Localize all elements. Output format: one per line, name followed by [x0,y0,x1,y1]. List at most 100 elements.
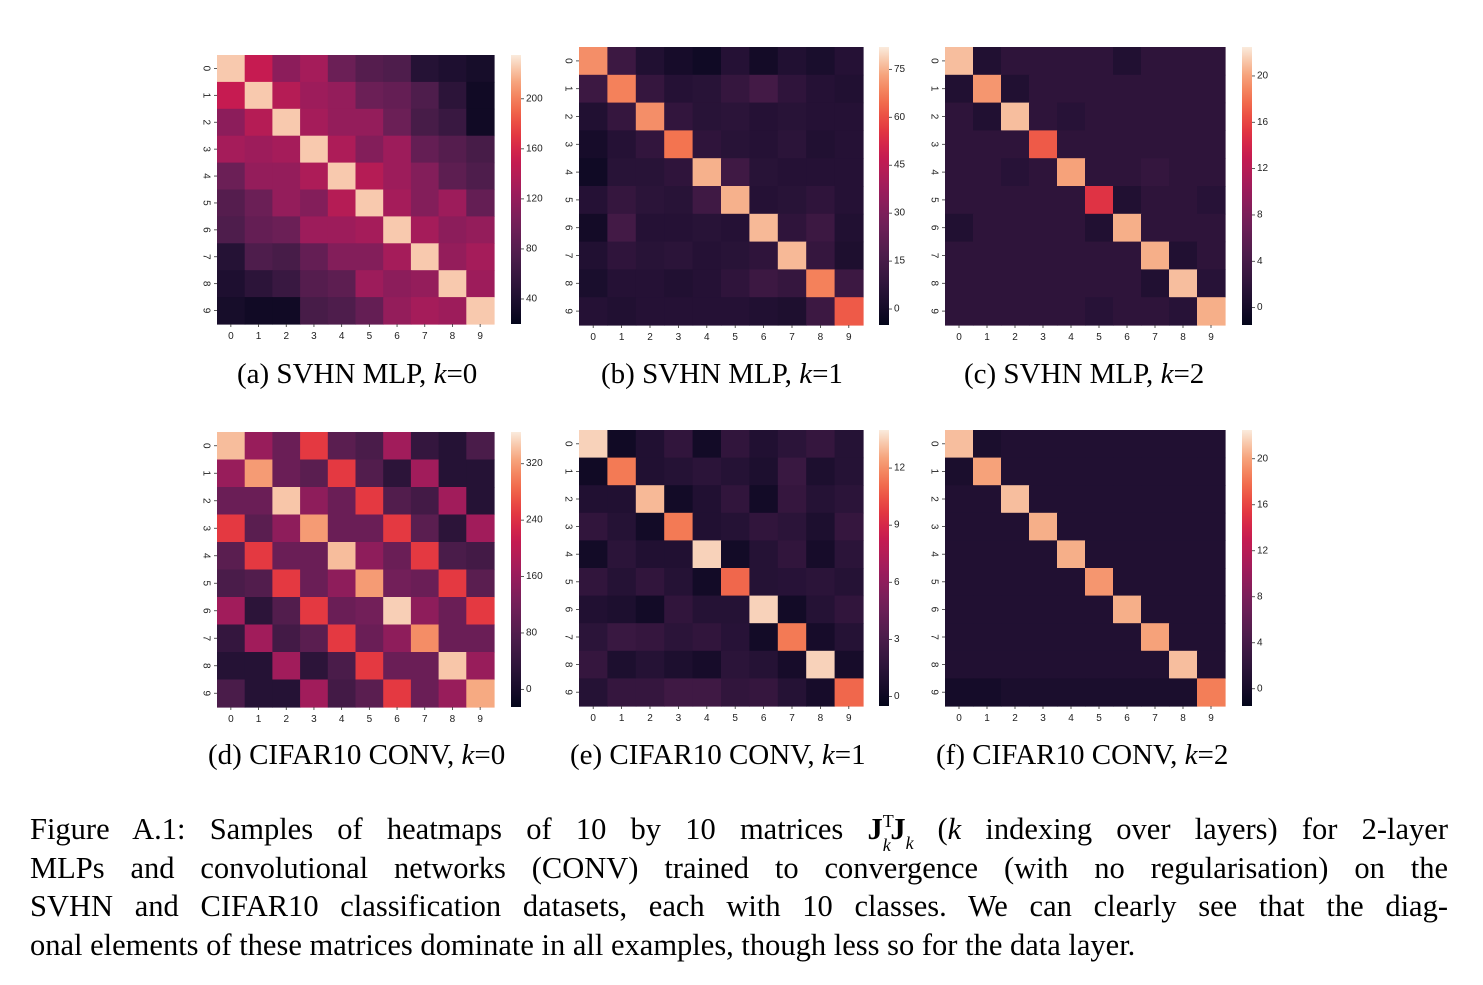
heatmap-cell-9-6 [749,678,779,707]
heatmap-cell-9-0 [945,678,974,707]
heatmap-cell-4-1 [973,540,1002,569]
heatmap-cell-9-0 [579,678,608,707]
heatmap-cell-6-8 [1169,595,1198,624]
heatmap-cell-5-0 [217,189,246,217]
heatmap-cell-4-6 [749,158,779,187]
heatmap-cell-3-9 [466,135,495,164]
heatmap-cell-3-0 [945,130,974,159]
heatmap-cell-3-7 [1141,130,1170,159]
heatmap-cell-0-9 [466,432,495,461]
heatmap-cell-4-3 [1029,158,1058,187]
heatmap-cell-9-1 [607,678,637,707]
heatmap-cell-5-3 [300,189,329,217]
y-tick-label: 3 [929,142,940,148]
heatmap-cell-6-8 [438,216,467,244]
heatmap-cell-7-4 [692,241,722,270]
heatmap-cell-2-5 [1085,485,1114,514]
heatmap-cell-9-1 [973,678,1002,707]
heatmap-cell-5-1 [973,186,1002,215]
y-tick-label: 6 [929,607,940,613]
y-tick-label: 3 [201,525,212,531]
heatmap-cell-5-8 [806,568,836,597]
heatmap-cell-8-8 [438,270,467,298]
x-tick-label: 3 [1040,713,1046,724]
heatmap-cell-9-6 [383,679,412,708]
heatmap-cell-3-7 [777,512,807,541]
heatmap-cell-4-6 [383,162,412,191]
colorbar-tick-label: 4 [1257,637,1263,648]
heatmap-cell-3-5 [721,512,750,541]
heatmap-cell-7-4 [692,623,722,652]
heatmap-cell-5-8 [1169,186,1198,215]
heatmap-cell-9-5 [1085,678,1114,707]
heatmap-cell-8-4 [327,652,357,681]
heatmap-cell-6-5 [355,216,384,244]
heatmap-cell-2-5 [1085,102,1114,131]
x-tick-label: 0 [228,331,234,342]
heatmap-cell-3-0 [945,512,974,541]
heatmap-cell-2-6 [749,102,779,131]
heatmap-cell-2-9 [834,485,864,514]
heatmap-cell-9-5 [721,297,750,326]
heatmap-cell-0-7 [777,47,807,76]
x-tick-label: 8 [450,714,456,725]
heatmap-cell-8-7 [410,270,440,298]
heatmap-cell-2-6 [749,485,779,514]
x-tick-label: 2 [1012,713,1018,724]
heatmap-cell-5-6 [749,568,779,597]
heatmap-cell-0-1 [244,432,273,461]
heatmap-cell-9-7 [410,297,440,325]
heatmap-cell-8-4 [692,650,722,679]
heatmap-cell-3-3 [300,135,329,164]
heatmap-cell-9-2 [1001,678,1030,707]
x-tick-label: 3 [676,713,682,724]
heatmap-cell-4-0 [945,540,974,569]
heatmap-cell-0-4 [1057,430,1086,459]
heatmap-cell-1-3 [1029,74,1058,104]
y-tick-label: 5 [929,579,940,585]
caption-line-1: Figure A.1: Samples of heatmaps of 10 by… [30,810,1448,855]
heatmap-cell-1-5 [355,81,384,110]
heatmap-cell-5-6 [1113,568,1142,597]
heatmap-cell-4-8 [1169,158,1198,187]
heatmap-cell-3-6 [1113,130,1142,159]
heatmap-cell-8-8 [1169,269,1198,298]
heatmap-cell-4-5 [721,158,750,187]
heatmap-cell-5-7 [1141,186,1170,215]
heatmap-cell-9-3 [1029,678,1058,707]
heatmap-cell-3-4 [692,512,722,541]
heatmap-cell-3-1 [973,130,1002,159]
heatmap-cell-2-4 [1057,485,1086,514]
heatmap-cell-1-8 [1169,74,1198,104]
heatmap-cell-9-2 [272,679,301,708]
heatmap-cell-5-4 [1057,568,1086,597]
heatmap-cell-3-9 [834,130,864,159]
x-tick-label: 0 [590,332,596,343]
colorbar-tick-label: 75 [894,64,906,75]
heatmap-cell-6-3 [1029,595,1058,624]
heatmap-cell-9-0 [945,297,974,326]
heatmap-cell-2-7 [410,108,440,137]
heatmap-cell-9-6 [749,297,779,326]
subcaption-c: (c) SVHN MLP, k=2 [964,358,1204,390]
heatmap-cell-3-8 [438,135,467,164]
x-tick-label: 8 [1180,713,1186,724]
heatmap-cell-2-6 [383,108,412,137]
heatmap-cell-2-3 [300,487,329,516]
y-tick-label: 0 [929,441,940,447]
y-tick-label: 1 [201,93,212,99]
heatmap-cell-2-3 [1029,485,1058,514]
x-tick-label: 5 [1096,713,1102,724]
heatmap-cell-8-3 [664,650,694,679]
heatmap-cell-2-8 [1169,102,1198,131]
x-tick-label: 1 [984,332,990,343]
heatmap-cell-1-3 [1029,457,1058,486]
heatmap-cell-8-3 [300,652,329,681]
heatmap-cell-5-9 [834,568,864,597]
heatmap-cell-4-1 [244,162,273,191]
heatmap-cell-7-0 [217,243,246,271]
heatmap-cell-9-7 [1141,678,1170,707]
caption-math-k: k [947,812,962,846]
